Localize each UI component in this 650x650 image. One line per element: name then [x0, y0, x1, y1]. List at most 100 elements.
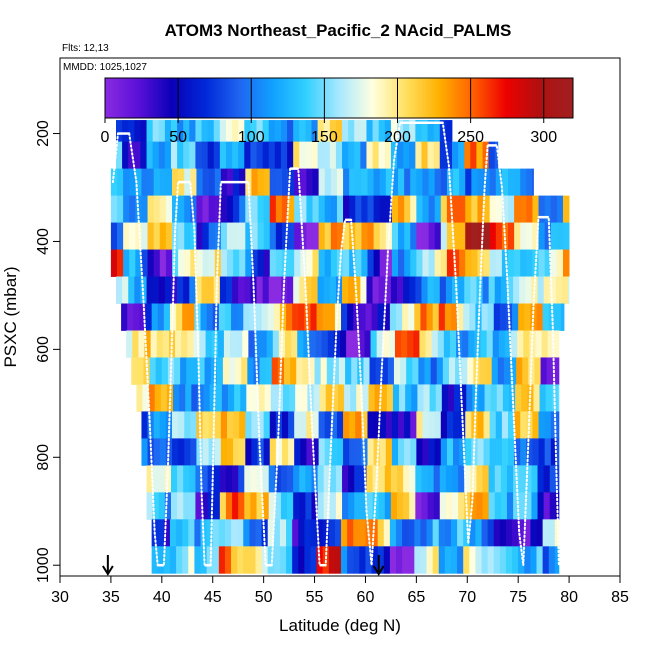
heatmap-cell: [440, 438, 448, 466]
heatmap-cell: [384, 141, 392, 170]
heatmap-cell: [547, 330, 555, 358]
heatmap-cell: [261, 519, 269, 547]
heatmap-cell: [199, 330, 206, 358]
heatmap-cell: [318, 438, 326, 466]
heatmap-cell: [544, 411, 552, 439]
heatmap-cell: [287, 141, 294, 170]
heatmap-cell: [209, 384, 217, 412]
heatmap-cell: [181, 330, 188, 358]
heatmap-cell: [508, 195, 515, 223]
heatmap-cell: [275, 222, 283, 250]
chart-title: ATOM3 Northeast_Pacific_2 NAcid_PALMS: [165, 21, 512, 40]
heatmap-cell: [487, 519, 495, 547]
heatmap-cell: [256, 492, 264, 520]
heatmap-cell: [110, 168, 118, 196]
heatmap-cell: [165, 249, 173, 277]
heatmap-cell: [141, 249, 148, 277]
heatmap-cell: [353, 303, 360, 331]
heatmap-cell: [330, 438, 338, 466]
heatmap-cell: [281, 222, 289, 250]
heatmap-cell: [140, 120, 147, 143]
heatmap-cell: [262, 492, 270, 520]
heatmap-cell: [354, 141, 361, 170]
heatmap-cell: [269, 195, 277, 223]
heatmap-cell: [441, 384, 449, 412]
heatmap-cell: [232, 141, 239, 170]
heatmap-cell: [233, 195, 240, 223]
heatmap-cell: [225, 276, 233, 304]
heatmap-cell: [356, 384, 363, 412]
heatmap-cell: [208, 195, 216, 223]
heatmap-cell: [299, 276, 306, 304]
heatmap-cell: [263, 249, 271, 277]
heatmap-cell: [420, 519, 427, 547]
heatmap-cell: [306, 195, 313, 223]
heatmap-cell: [422, 168, 429, 196]
heatmap-cell: [323, 465, 331, 493]
heatmap-cell: [531, 492, 538, 520]
heatmap-cell: [353, 546, 360, 574]
heatmap-cell: [138, 330, 145, 358]
heatmap-cell: [273, 303, 281, 331]
profile-arrow: [372, 555, 385, 576]
heatmap-cell: [489, 411, 497, 439]
heatmap-cell: [391, 438, 399, 466]
heatmap-cell: [293, 120, 300, 143]
heatmap-cell: [537, 492, 545, 520]
heatmap-cell: [349, 195, 356, 223]
heatmap-cell: [489, 168, 497, 196]
heatmap-cell: [415, 276, 422, 304]
heatmap-cell: [275, 195, 283, 223]
heatmap-cell: [330, 249, 338, 277]
heatmap-cell: [361, 195, 368, 223]
heatmap-cell: [156, 330, 164, 358]
heatmap-cell: [257, 249, 265, 277]
heatmap-cell: [341, 519, 348, 547]
heatmap-cell: [556, 438, 560, 466]
heatmap-cell: [123, 168, 130, 196]
y-tick-label: 1000: [35, 547, 52, 583]
heatmap-cell: [422, 438, 429, 466]
heatmap-cell: [432, 303, 440, 331]
heatmap-cell: [292, 303, 299, 331]
heatmap-cell: [421, 276, 428, 304]
heatmap-cell: [382, 330, 390, 358]
heatmap-cell: [256, 120, 264, 143]
heatmap-cell: [196, 168, 203, 196]
heatmap-cell: [410, 411, 417, 439]
heatmap-cell: [415, 141, 422, 170]
heatmap-cell: [305, 465, 312, 493]
heatmap-cell: [361, 249, 368, 277]
heatmap-cell: [392, 384, 400, 412]
heatmap-cell: [219, 492, 227, 520]
heatmap-cell: [259, 357, 267, 385]
heatmap-cell: [488, 276, 496, 304]
heatmap-cell: [513, 492, 520, 520]
heatmap-cell: [483, 438, 491, 466]
heatmap-cell: [329, 276, 337, 304]
heatmap-cell: [128, 120, 135, 143]
heatmap-cell: [360, 120, 367, 143]
heatmap-cell: [202, 222, 210, 250]
heatmap-cell: [178, 411, 185, 439]
heatmap-cell: [250, 492, 257, 520]
heatmap-cell: [470, 141, 477, 170]
heatmap-cell: [226, 222, 234, 250]
heatmap-cell: [504, 330, 512, 358]
heatmap-cell: [520, 411, 527, 439]
heatmap-cell: [556, 195, 564, 223]
heatmap-cell: [556, 222, 564, 250]
heatmap-cell: [178, 249, 185, 277]
heatmap-cell: [514, 195, 521, 223]
heatmap-cell: [497, 357, 505, 385]
heatmap-cell: [453, 411, 460, 439]
heatmap-cell: [164, 276, 172, 304]
heatmap-cell: [429, 384, 437, 412]
heatmap-cell: [129, 195, 136, 223]
heatmap-cell: [383, 303, 391, 331]
heatmap-cell: [385, 249, 393, 277]
heatmap-cell: [177, 492, 184, 520]
heatmap-cell: [233, 411, 240, 439]
heatmap-cell: [238, 141, 245, 170]
heatmap-cell: [294, 249, 301, 277]
